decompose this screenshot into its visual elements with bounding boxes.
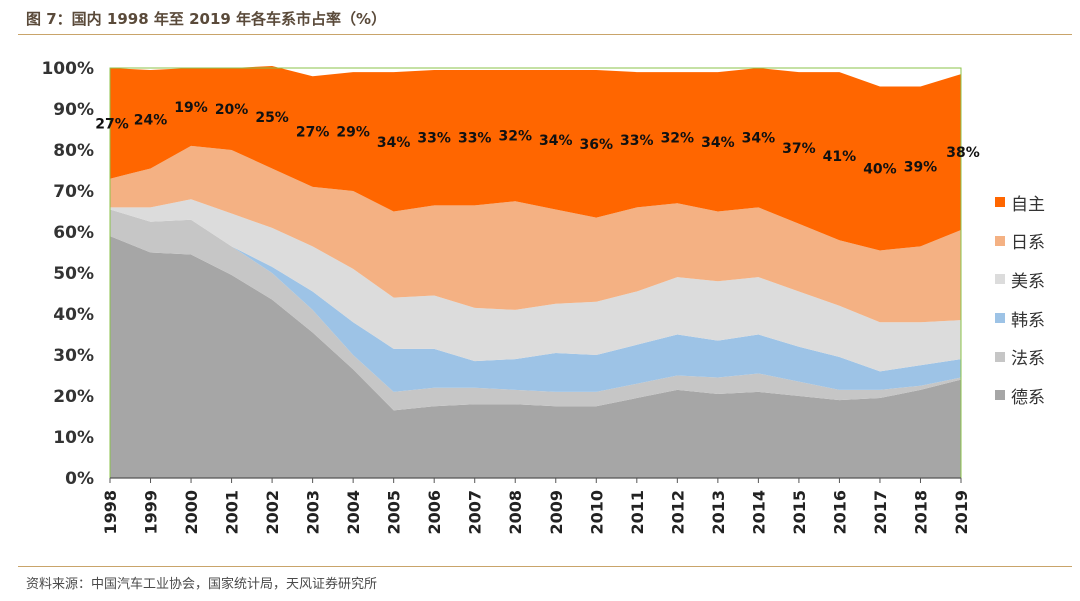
data-label: 41% — [823, 149, 857, 165]
data-label: 27% — [95, 116, 129, 132]
data-label: 33% — [458, 131, 492, 147]
area-series-德系 — [110, 236, 961, 478]
legend-label: 日系 — [1011, 233, 1045, 254]
x-tick-label: 2017 — [871, 490, 890, 535]
data-label: 34% — [742, 131, 776, 147]
area-series-韩系 — [110, 209, 961, 392]
legend-item-dexi: 德系 — [995, 385, 1045, 408]
legend-swatch — [995, 313, 1005, 324]
y-axis: 0% 10% 20% 30% 40% 50% 60% 70% 80% 90% 100% — [41, 59, 94, 489]
data-label: 37% — [782, 141, 816, 157]
area-series-日系 — [110, 145, 961, 323]
x-tick-label: 2018 — [911, 490, 930, 535]
y-tick-label: 70% — [53, 182, 94, 202]
y-tick-label: 100% — [41, 59, 94, 79]
x-tick-label: 1999 — [142, 490, 161, 535]
data-label: 27% — [296, 125, 330, 141]
data-label: 32% — [661, 131, 695, 147]
area-layers — [110, 65, 961, 478]
x-tick-label: 2007 — [466, 490, 485, 535]
y-tick-label: 40% — [53, 305, 94, 325]
y-tick-label: 50% — [53, 264, 94, 284]
x-tick-label: 2000 — [182, 490, 201, 535]
x-tick-label: 2011 — [628, 490, 647, 535]
x-tick-label: 2002 — [263, 490, 282, 535]
legend-item-rixi: 日系 — [995, 231, 1045, 254]
data-label: 24% — [134, 112, 168, 128]
x-tick-label: 2009 — [547, 490, 566, 535]
legend-swatch — [995, 351, 1005, 362]
footer-divider — [18, 566, 1072, 567]
data-labels: 27% 24% 19% 20% 25% 27% 29% 34% 33% 33% 32% 34% 36% 3… — [95, 100, 980, 178]
x-tick-label: 2003 — [304, 490, 323, 535]
title-divider — [18, 34, 1072, 35]
figure-title: 图 7：国内 1998 年至 2019 年各车系市占率（%） — [26, 10, 387, 28]
legend-label: 德系 — [1011, 387, 1045, 408]
legend-item-hanxi: 韩系 — [995, 308, 1045, 331]
legend-item-zizhu: 自主 — [995, 192, 1045, 215]
legend-swatch — [995, 197, 1005, 207]
legend-swatch — [995, 390, 1005, 401]
data-label: 20% — [215, 102, 249, 118]
area-series-自主 — [110, 65, 961, 251]
legend-swatch — [995, 235, 1005, 246]
x-tick-label: 2005 — [385, 490, 404, 535]
legend-label: 韩系 — [1011, 310, 1045, 331]
data-label: 34% — [539, 133, 573, 149]
source-note: 资料来源：中国汽车工业协会，国家统计局，天风证券研究所 — [26, 577, 378, 592]
data-label: 34% — [377, 135, 411, 151]
area-series-美系 — [110, 199, 961, 372]
x-tick-label: 2004 — [344, 490, 363, 535]
x-tick-label: 2010 — [587, 490, 606, 535]
x-tick-label: 2012 — [668, 490, 687, 535]
data-label: 38% — [946, 145, 980, 161]
data-label: 34% — [701, 135, 735, 151]
y-tick-label: 90% — [53, 100, 94, 120]
data-label: 25% — [255, 110, 289, 126]
y-tick-label: 80% — [53, 141, 94, 161]
data-label: 33% — [417, 131, 451, 147]
legend: 自主 日系 美系 韩系 法系 德系 — [995, 192, 1045, 424]
data-label: 39% — [904, 159, 938, 175]
x-axis: 1998 1999 2000 2001 2002 2003 2004 2005 2006 2007… — [101, 477, 971, 535]
x-tick-label: 2013 — [709, 490, 728, 535]
y-tick-label: 0% — [65, 469, 94, 489]
y-tick-label: 30% — [53, 346, 94, 366]
x-tick-label: 2001 — [223, 490, 242, 535]
x-tick-label: 2019 — [952, 490, 971, 535]
legend-label: 法系 — [1011, 349, 1045, 370]
legend-item-meixi: 美系 — [995, 269, 1045, 292]
data-label: 29% — [336, 125, 370, 141]
x-tick-label: 2016 — [830, 490, 849, 535]
x-tick-label: 1998 — [101, 490, 120, 535]
legend-swatch — [995, 274, 1005, 285]
legend-label: 自主 — [1011, 194, 1045, 215]
x-tick-label: 2006 — [425, 490, 444, 535]
data-label: 40% — [863, 161, 897, 177]
data-label: 32% — [498, 129, 532, 145]
data-label: 19% — [174, 100, 208, 116]
x-tick-label: 2015 — [790, 490, 809, 535]
y-tick-label: 20% — [53, 387, 94, 407]
legend-label: 美系 — [1011, 271, 1045, 292]
x-tick-label: 2008 — [506, 490, 525, 535]
x-tick-label: 2014 — [749, 490, 768, 535]
y-tick-label: 60% — [53, 223, 94, 243]
area-series-法系 — [110, 209, 961, 411]
y-tick-label: 10% — [53, 428, 94, 448]
legend-item-faxi: 法系 — [995, 347, 1045, 370]
data-label: 33% — [620, 133, 654, 149]
data-label: 36% — [580, 137, 614, 153]
